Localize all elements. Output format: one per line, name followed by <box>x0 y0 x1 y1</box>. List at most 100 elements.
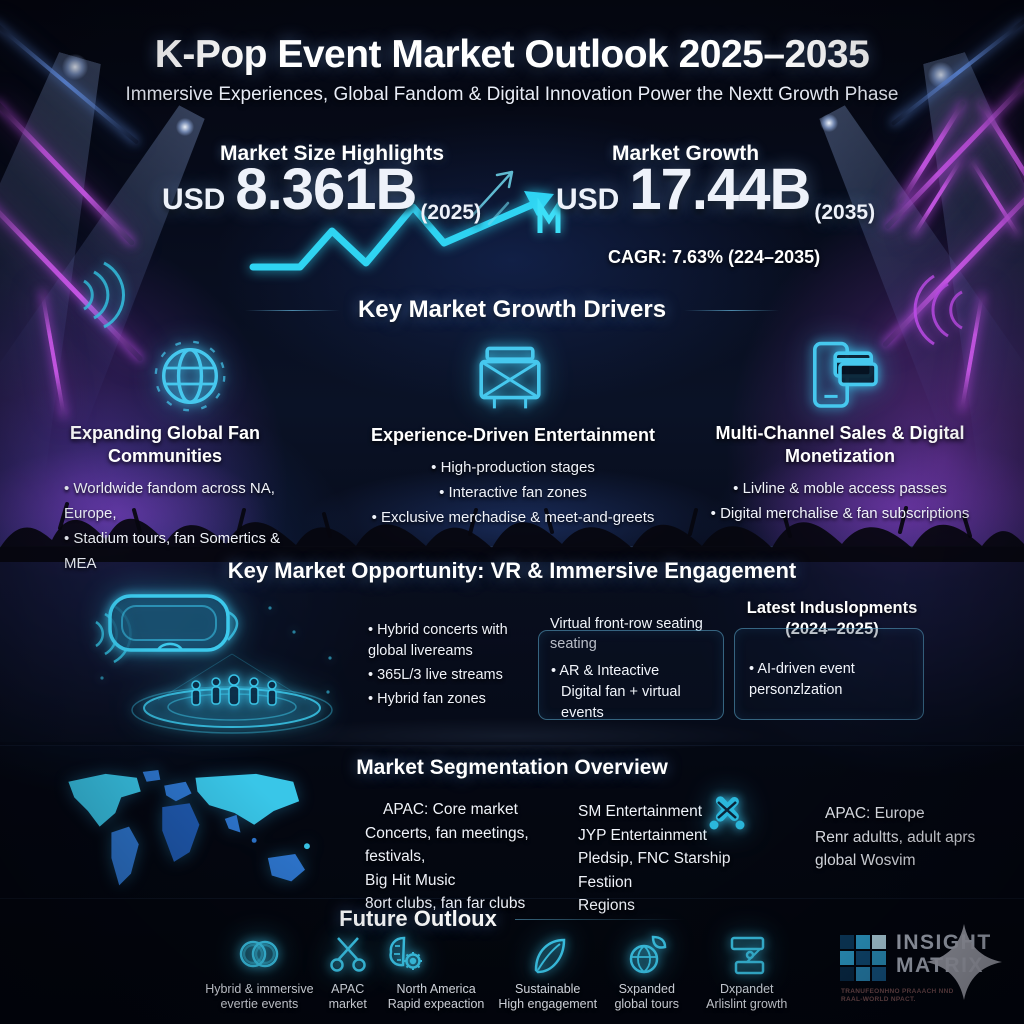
driver-title: Experience-Driven Entertainment <box>370 425 656 445</box>
driver-title: Expanding Global Fan Communities <box>69 423 260 466</box>
seg-line: Concerts, fan meetings, festivals, <box>365 824 529 866</box>
divider <box>244 309 340 311</box>
future-label: Dxpandet Arlislint growth <box>689 982 806 1012</box>
bullet: Hybrid concerts with global livereams <box>368 620 548 662</box>
tagline-line: TRANUFEONHNO PRAAACH NND <box>841 988 954 995</box>
rings-icon <box>240 940 279 968</box>
label-line: Sxpanded <box>618 982 675 996</box>
label-line: Sustainable <box>515 982 581 996</box>
label-line: Hybrid & immersive <box>205 982 314 996</box>
seg-line: Renr adultts, adult aprs <box>815 828 976 846</box>
brain-gear-icon <box>389 936 422 970</box>
future-item: Dxpandet Arlislint growth <box>689 932 806 1012</box>
bullet: Livline & moble access passes <box>690 476 990 501</box>
label-line: High engagement <box>498 997 598 1011</box>
bullet: Hybrid fan zones <box>368 689 548 710</box>
future-label: Hybrid & immersive evertie events <box>205 982 314 1012</box>
logo-square <box>872 951 886 965</box>
label-line: APAC <box>331 982 365 996</box>
bullet: Digital merchalise & fan subscriptions <box>690 501 990 526</box>
bullet: 365L/3 live streams <box>368 665 548 686</box>
bullet: AI-driven event personzlzation <box>749 659 909 701</box>
globe-leaf-icon <box>629 935 667 974</box>
logo-square <box>872 935 886 949</box>
opportunity-bullets: Hybrid concerts with global livereams 36… <box>368 620 548 713</box>
logo-square <box>840 951 854 965</box>
logo-square <box>856 935 870 949</box>
seg-line: Pledsip, FNC Starship Festiion <box>578 850 731 891</box>
seg-line: SM Entertainment <box>578 803 703 820</box>
future-item: North America Rapid expeaction <box>382 932 491 1012</box>
future-item: Hybrid & immersive evertie events <box>205 932 314 1012</box>
market-size-number: 8.361B <box>235 157 417 222</box>
title-line: Latest Induslopments <box>746 599 918 617</box>
bullet: Worldwide fandom across NA, Europe, <box>64 476 290 526</box>
logo-square <box>840 935 854 949</box>
seg-line: APAC: Europe <box>825 805 925 822</box>
tagline-line: RAAL-WORLD NPACT. <box>841 996 916 1003</box>
bullet: High-production stages <box>352 455 674 480</box>
future-item: Sxpanded global tours <box>605 932 689 1012</box>
globe-icon <box>150 336 230 416</box>
segmentation-column-apac: APAC: Core market Concerts, fan meetings… <box>365 798 580 916</box>
future-heading-row: Future Outloux <box>0 906 1024 932</box>
label-line: global tours <box>614 997 680 1011</box>
segmentation-column-agencies: SM Entertainment JYP Entertainment Pleds… <box>578 800 778 918</box>
market-growth-number: 17.44B <box>629 157 811 222</box>
bullet-line2: Digital fan + virtual events <box>561 684 681 721</box>
future-label: APAC market <box>314 982 382 1012</box>
page-subtitle: Immersive Experiences, Global Fandom & D… <box>125 84 899 105</box>
seg-line: APAC: Core market <box>383 801 518 818</box>
label-line: Arlislint growth <box>706 997 788 1011</box>
scissors-icon <box>329 937 366 972</box>
driver-title: Multi-Channel Sales & Digital Monetizati… <box>715 423 965 466</box>
segmentation-column-regions: APAC: Europe Renr adultts, adult aprs gl… <box>815 802 1010 873</box>
label-line: market <box>328 997 367 1011</box>
latest-developments-box: AI-driven event personzlzation <box>734 628 924 720</box>
future-heading: Future Outloux <box>339 906 497 931</box>
divider <box>514 918 685 920</box>
label-line: evertie events <box>220 997 299 1011</box>
logo-square <box>872 967 886 981</box>
driver-bullets: High-production stages Interactive fan z… <box>352 455 674 530</box>
leaf-icon <box>534 938 565 974</box>
logo-square <box>856 951 870 965</box>
label-line: Rapid expeaction <box>387 997 485 1011</box>
front-row-box: AR & Inteactive Digital fan + virtual ev… <box>538 630 724 721</box>
mobile-payment-icon <box>798 336 882 416</box>
divider <box>684 309 780 311</box>
insight-matrix-logo: INSIGHT MATRIX TRANUFEONHNO PRAAACH NND … <box>840 924 1018 1012</box>
cagr-note: CAGR: 7.63% (224–2035) <box>608 247 821 267</box>
driver-bullets: Livline & moble access passes Digital me… <box>690 476 990 526</box>
page-title: K-Pop Event Market Outlook 2025–2035 <box>154 33 870 76</box>
market-growth-year: (2035) <box>814 201 876 224</box>
future-items-row: Hybrid & immersive evertie events APAC m… <box>205 932 805 1012</box>
market-size-year: (2025) <box>420 201 482 224</box>
driver-column-monetization: Multi-Channel Sales & Digital Monetizati… <box>690 422 990 526</box>
stage-icon <box>468 336 552 416</box>
crossed-mics-icon <box>709 796 745 830</box>
seg-line: Big Hit Music <box>365 871 456 889</box>
opportunity-heading-row: Key Market Opportunity: VR & Immersive E… <box>0 558 1024 584</box>
future-item: APAC market <box>314 932 382 1012</box>
opportunity-heading: Key Market Opportunity: VR & Immersive E… <box>227 558 797 583</box>
world-map <box>68 769 310 886</box>
bullet: AR & Inteactive <box>551 661 715 682</box>
bullet: Interactive fan zones <box>352 480 674 505</box>
logo-tagline: TRANUFEONHNO PRAAACH NND RAAL-WORLD NPAC… <box>841 988 1017 1004</box>
segmentation-heading: Market Segmentation Overview <box>356 756 668 779</box>
label-line: North America <box>396 982 476 996</box>
logo-grid-icon <box>840 935 886 981</box>
vr-stage-illustration <box>80 588 370 738</box>
flowchart-icon <box>730 936 764 975</box>
future-label: North America Rapid expeaction <box>382 982 491 1012</box>
future-label: Sxpanded global tours <box>605 982 689 1012</box>
driver-column-experience: Experience-Driven Entertainment High-pro… <box>352 424 674 530</box>
drivers-heading: Key Market Growth Drivers <box>357 296 667 323</box>
seg-line: JYP Entertainment <box>578 826 707 844</box>
market-size-value: USD 8.361B (2025) <box>162 156 487 224</box>
bullet: Exclusive merchadise & meet-and-greets <box>352 505 674 530</box>
logo-square <box>840 967 854 981</box>
label-line: Dxpandet <box>719 982 774 996</box>
